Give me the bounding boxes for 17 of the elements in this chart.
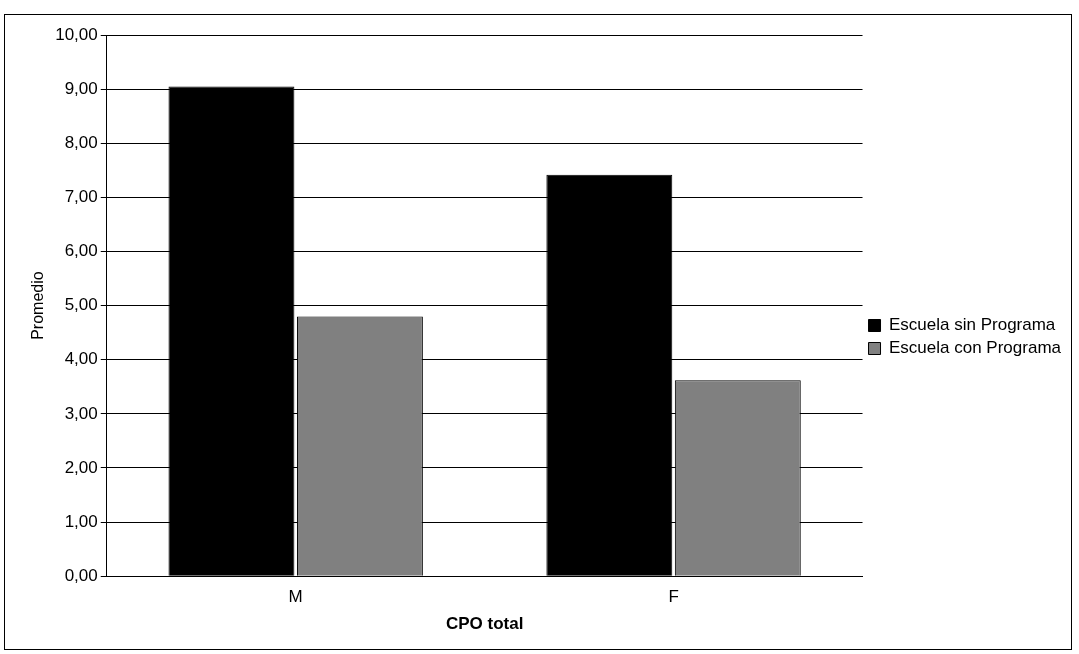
y-tick-label: 3,00 [64, 403, 98, 423]
y-tick-label: 4,00 [64, 349, 98, 369]
legend-label: Escuela con Programa [889, 338, 1062, 358]
x-axis-title: CPO total [445, 614, 524, 634]
legend-label: Escuela sin Programa [889, 315, 1056, 335]
y-tick-label: 8,00 [64, 132, 98, 152]
y-tick-label: 5,00 [64, 295, 98, 315]
y-tick-label: 7,00 [64, 187, 98, 207]
y-tick-label: 6,00 [64, 241, 98, 261]
y-axis-title: Promedio [29, 271, 47, 340]
y-tick-label: 2,00 [64, 457, 98, 477]
y-tick-label: 1,00 [64, 511, 98, 531]
x-tick-label: F [668, 587, 679, 607]
y-tick-label: 0,00 [64, 565, 98, 585]
y-tick-label: 10,00 [55, 24, 98, 44]
x-tick-label: M [288, 587, 303, 607]
y-tick-label: 9,00 [64, 78, 98, 98]
